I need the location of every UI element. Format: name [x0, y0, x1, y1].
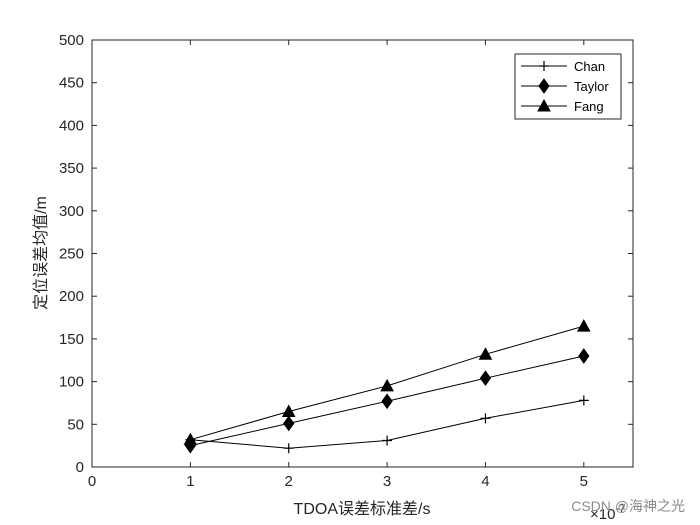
y-tick-label: 0: [76, 459, 84, 476]
x-axis-exponent: ×10-7: [590, 503, 625, 523]
y-tick-label: 250: [59, 246, 84, 263]
y-tick-label: 150: [59, 331, 84, 348]
y-tick-label: 350: [59, 160, 84, 177]
series-taylor-point: [479, 370, 492, 387]
series-fang: [183, 319, 591, 446]
series-fang-point: [281, 404, 296, 417]
series-fang-point: [576, 319, 591, 332]
legend-chan-label: Chan: [574, 59, 605, 74]
legend-taylor-point: [538, 78, 550, 94]
x-tick-label: 5: [580, 473, 588, 490]
legend-chan-point: [539, 61, 549, 71]
series-taylor-point: [578, 348, 590, 364]
series-taylor-point: [283, 415, 295, 432]
y-tick-label: 100: [59, 374, 84, 391]
series-taylor-point: [381, 393, 393, 410]
series-fang-point: [380, 378, 394, 392]
y-axis: 0 50 100 150 200 250 300 350 400 450 500: [59, 32, 633, 476]
x-axis-title: TDOA误差标准差/s: [294, 500, 431, 518]
watermark: CSDN @海神之光: [571, 498, 685, 514]
legend-taylor-label: Taylor: [574, 79, 609, 94]
legend-fang-point: [537, 98, 551, 112]
x-axis: 0 1 2 3 4 5: [88, 40, 588, 490]
series-group: [183, 319, 591, 454]
y-tick-label: 400: [59, 117, 84, 134]
y-tick-label: 300: [59, 203, 84, 220]
y-axis-title: 定位误差均值/m: [32, 196, 50, 310]
series-taylor: [184, 348, 590, 454]
x-tick-label: 2: [285, 473, 293, 490]
series-fang-point: [183, 432, 198, 446]
x-tick-label: 0: [88, 473, 96, 490]
legend: Chan Taylor Fang: [514, 53, 622, 120]
y-tick-label: 200: [59, 288, 84, 305]
x-tick-label: 3: [383, 473, 391, 490]
series-chan-point: [283, 443, 294, 454]
x-tick-label: 1: [186, 473, 194, 490]
legend-fang-label: Fang: [574, 99, 604, 114]
series-chan-point: [382, 435, 393, 446]
y-tick-label: 50: [67, 416, 84, 433]
x-tick-label: 4: [481, 473, 489, 490]
y-tick-label: 450: [59, 75, 84, 92]
series-chan-point: [480, 413, 491, 424]
y-tick-label: 500: [59, 32, 84, 49]
series-chan-point: [578, 395, 589, 406]
series-fang-point: [478, 347, 493, 360]
